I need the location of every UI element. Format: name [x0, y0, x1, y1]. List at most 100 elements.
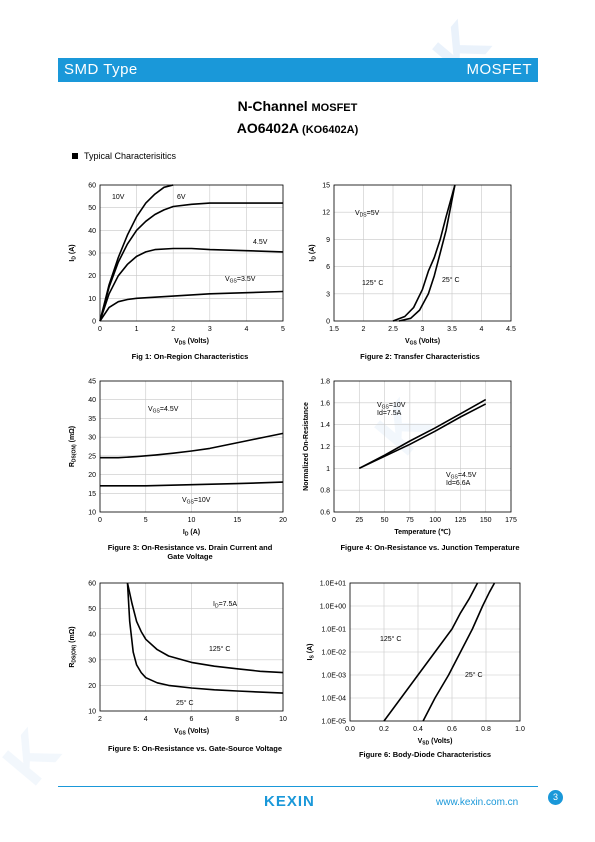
plot-frame — [99, 380, 284, 513]
x-tick-label: 2 — [171, 326, 175, 333]
annotation-label: 10V — [112, 194, 125, 201]
annotation-label: VGS=4.5V — [446, 472, 477, 481]
y-tick-label: 1.0E+00 — [320, 604, 346, 611]
x-tick-label: 0.6 — [447, 726, 457, 733]
x-tick-label: 0.0 — [345, 726, 355, 733]
series-line — [126, 582, 284, 694]
fig4-caption: Figure 4: On-Resistance vs. Junction Tem… — [320, 543, 540, 552]
y-tick-label: 0.8 — [320, 488, 330, 495]
part-number-main: AO6402A — [236, 120, 299, 136]
fig6-caption: Figure 6: Body-Diode Characteristics — [330, 750, 520, 759]
y-tick-label: 60 — [88, 581, 96, 588]
x-tick-label: 25 — [355, 517, 363, 524]
x-tick-label: 2 — [362, 326, 366, 333]
series-line — [126, 582, 284, 674]
y-tick-label: 1.0E-05 — [321, 719, 346, 726]
y-tick-label: 35 — [88, 416, 96, 423]
page-number-badge: 3 — [548, 790, 563, 805]
x-tick-label: 4.5 — [506, 326, 516, 333]
x-tick-label: 100 — [429, 517, 441, 524]
x-tick-label: 3.5 — [447, 326, 457, 333]
fig2-chart: 1.5 2 2.5 3 3.5 4 4.5 0 3 6 9 12 15 VGS (Volts) ID (A)… — [309, 183, 516, 347]
y-tick-label: 30 — [88, 251, 96, 258]
fig3-chart: 0 5 10 15 20 10 15 20 25 30 35 40 45 ID (A) RDS(ON) (m… — [69, 379, 287, 538]
x-axis-label: ID (A) — [183, 529, 200, 538]
series-line — [358, 403, 487, 470]
annotation-label: 25° C — [176, 699, 194, 707]
y-tick-label: 1.0E-03 — [321, 673, 346, 680]
x-tick-label: 50 — [381, 517, 389, 524]
annotation-label: ID=7.5A — [213, 601, 237, 610]
footer-url-link[interactable]: www.kexin.com.cn — [436, 797, 519, 808]
bullet-square-icon — [72, 153, 78, 159]
x-tick-label: 8 — [235, 716, 239, 723]
product-type-title: N-Channel MOSFET — [0, 98, 595, 114]
y-tick-label: 10 — [88, 709, 96, 716]
x-tick-label: 1 — [135, 326, 139, 333]
footer-rule — [58, 786, 538, 787]
plot-frame — [99, 184, 284, 322]
annotation-label: 4.5V — [253, 239, 268, 246]
y-tick-label: 1.4 — [320, 422, 330, 429]
y-tick-label: 10 — [88, 510, 96, 517]
kexin-logo: KEXIN — [264, 793, 315, 810]
header-band: SMD Type MOSFET — [58, 58, 538, 82]
y-axis-label: RDS(ON) (mΩ) — [69, 426, 78, 467]
x-tick-label: 1.0 — [515, 726, 525, 733]
y-tick-label: 1.0E+01 — [320, 581, 346, 588]
y-axis-label: Normalized On-Resistance — [303, 402, 310, 491]
y-tick-label: 30 — [88, 657, 96, 664]
y-tick-label: 0.6 — [320, 510, 330, 517]
y-tick-label: 3 — [326, 291, 330, 298]
x-tick-label: 5 — [281, 326, 285, 333]
plot-frame — [333, 184, 512, 322]
y-tick-label: 50 — [88, 606, 96, 613]
fig5-chart: 2 4 6 8 10 10 20 30 40 50 60 VGS (Volts) RDS(ON) (mΩ… — [69, 581, 287, 737]
fig2-caption: Figure 2: Transfer Characteristics — [330, 352, 510, 361]
y-tick-label: 12 — [322, 210, 330, 217]
annotation-label: 125° C — [209, 645, 230, 653]
x-axis-label: VDS (Volts) — [174, 338, 209, 347]
caption-line: Figure 4: On-Resistance vs. Junction Tem… — [340, 543, 520, 552]
y-tick-label: 50 — [88, 205, 96, 212]
fig1-caption: Fig 1: On-Region Characteristics — [100, 352, 280, 361]
header-left-label: SMD Type — [64, 61, 138, 78]
x-tick-label: 1.5 — [329, 326, 339, 333]
product-type-main: N-Channel — [237, 98, 312, 114]
x-tick-label: 0 — [98, 326, 102, 333]
y-tick-label: 40 — [88, 397, 96, 404]
product-type-small: MOSFET — [311, 102, 358, 114]
x-tick-label: 10 — [188, 517, 196, 524]
x-axis-label: VGS (Volts) — [405, 338, 440, 347]
x-tick-label: 10 — [279, 716, 287, 723]
x-tick-label: 75 — [406, 517, 414, 524]
y-tick-label: 1.0E-04 — [321, 696, 346, 703]
plot-frame — [333, 380, 512, 513]
caption-line: Figure 2: Transfer Characteristics — [360, 352, 480, 361]
y-tick-label: 45 — [88, 379, 96, 386]
x-tick-label: 20 — [279, 517, 287, 524]
part-number-title: AO6402A (KO6402A) — [0, 120, 595, 136]
part-number-alt: (KO6402A) — [298, 124, 359, 136]
y-tick-label: 9 — [326, 237, 330, 244]
x-tick-label: 0.8 — [481, 726, 491, 733]
plot-frame — [349, 582, 521, 722]
caption-line: Figure 5: On-Resistance vs. Gate-Source … — [107, 744, 283, 753]
x-axis-label: Temperature (℃) — [394, 528, 450, 536]
x-tick-label: 0.2 — [379, 726, 389, 733]
caption-line: Figure 6: Body-Diode Characteristics — [358, 750, 492, 759]
series-line — [398, 184, 456, 322]
fig3-caption: Figure 3: On-Resistance vs. Drain Curren… — [90, 543, 290, 561]
series-line — [392, 184, 456, 322]
y-tick-label: 20 — [88, 683, 96, 690]
annotation-label: Id=7.5A — [377, 410, 402, 417]
series-line — [99, 184, 174, 322]
y-tick-label: 40 — [88, 632, 96, 639]
plot-frame — [99, 582, 284, 712]
annotation-label: VGS=10V — [377, 402, 406, 411]
y-tick-label: 15 — [88, 491, 96, 498]
x-tick-label: 6 — [190, 716, 194, 723]
y-axis-label: ID (A) — [309, 244, 318, 261]
y-tick-label: 25 — [88, 453, 96, 460]
